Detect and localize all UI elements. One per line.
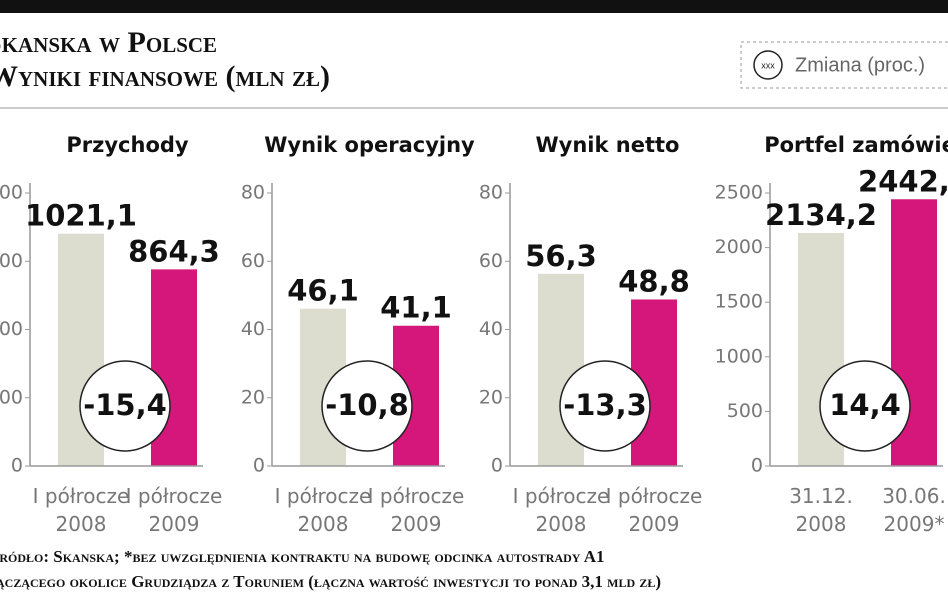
x-tick-label: I półrocze 2008 — [33, 484, 130, 536]
legend-label: Zmiana (proc.) — [795, 54, 925, 76]
footer-line: łączącego okolice Grudziądza z Toruniem … — [0, 572, 661, 591]
legend-circle — [753, 50, 783, 80]
legend-symbol: xxx — [761, 60, 775, 70]
y-tick-label: 0 — [751, 455, 763, 477]
value-label: 2442,5 — [858, 164, 948, 198]
legend-box — [740, 41, 948, 89]
x-tick-label: 30.06. 2009* — [882, 484, 946, 536]
y-tick-label: 1200 — [0, 182, 23, 204]
y-tick-label: 40 — [241, 318, 265, 340]
footer-line: Źródło: Skanska; *bez uwzględnienia kont… — [0, 547, 605, 566]
x-tick-label: I półrocze 2009 — [606, 484, 703, 536]
y-tick-label: 80 — [479, 182, 503, 204]
chart-title: Wynik netto — [536, 133, 680, 157]
change-label: -10,8 — [325, 388, 409, 422]
value-label: 1021,1 — [25, 199, 137, 233]
x-tick-label: I półrocze 2009 — [368, 484, 465, 536]
change-circle — [321, 360, 413, 452]
x-tick-label: I półrocze 2009 — [126, 484, 223, 536]
y-tick-label: 1500 — [715, 291, 763, 313]
y-tick-label: 1000 — [715, 345, 763, 367]
change-label: -13,3 — [563, 388, 647, 422]
value-label: 2134,2 — [765, 198, 877, 232]
y-tick-label: 300 — [0, 386, 23, 408]
value-label: 864,3 — [128, 234, 220, 268]
change-circle — [819, 360, 911, 452]
y-tick-label: 500 — [727, 400, 763, 422]
change-circle — [79, 360, 171, 452]
x-tick-label: I półrocze 2008 — [513, 484, 610, 536]
y-tick-label: 60 — [479, 250, 503, 272]
change-label: 14,4 — [829, 388, 901, 422]
top-bar — [0, 0, 948, 13]
change-circle — [559, 360, 651, 452]
y-tick-label: 0 — [253, 455, 265, 477]
y-tick-label: 0 — [11, 455, 23, 477]
subtitle: Wyniki finansowe (mln zł) — [0, 60, 330, 93]
y-tick-label: 40 — [479, 318, 503, 340]
y-tick-label: 900 — [0, 250, 23, 272]
y-tick-label: 2500 — [715, 182, 763, 204]
x-tick-label: 31.12. 2008 — [789, 484, 853, 536]
y-tick-label: 60 — [241, 250, 265, 272]
y-tick-label: 2000 — [715, 236, 763, 258]
y-tick-label: 20 — [241, 386, 265, 408]
change-label: -15,4 — [83, 388, 167, 422]
title: Skanska w Polsce — [0, 26, 217, 59]
chart-title: Przychody — [66, 133, 189, 157]
value-label: 41,1 — [380, 291, 452, 325]
value-label: 48,8 — [618, 264, 690, 298]
value-label: 56,3 — [525, 239, 597, 273]
value-label: 46,1 — [287, 274, 359, 308]
y-tick-label: 0 — [491, 455, 503, 477]
x-tick-label: I półrocze 2008 — [275, 484, 372, 536]
chart-title: Portfel zamówień — [764, 133, 948, 157]
y-tick-label: 20 — [479, 386, 503, 408]
y-tick-label: 600 — [0, 318, 23, 340]
chart-title: Wynik operacyjny — [264, 133, 475, 157]
y-tick-label: 80 — [241, 182, 265, 204]
